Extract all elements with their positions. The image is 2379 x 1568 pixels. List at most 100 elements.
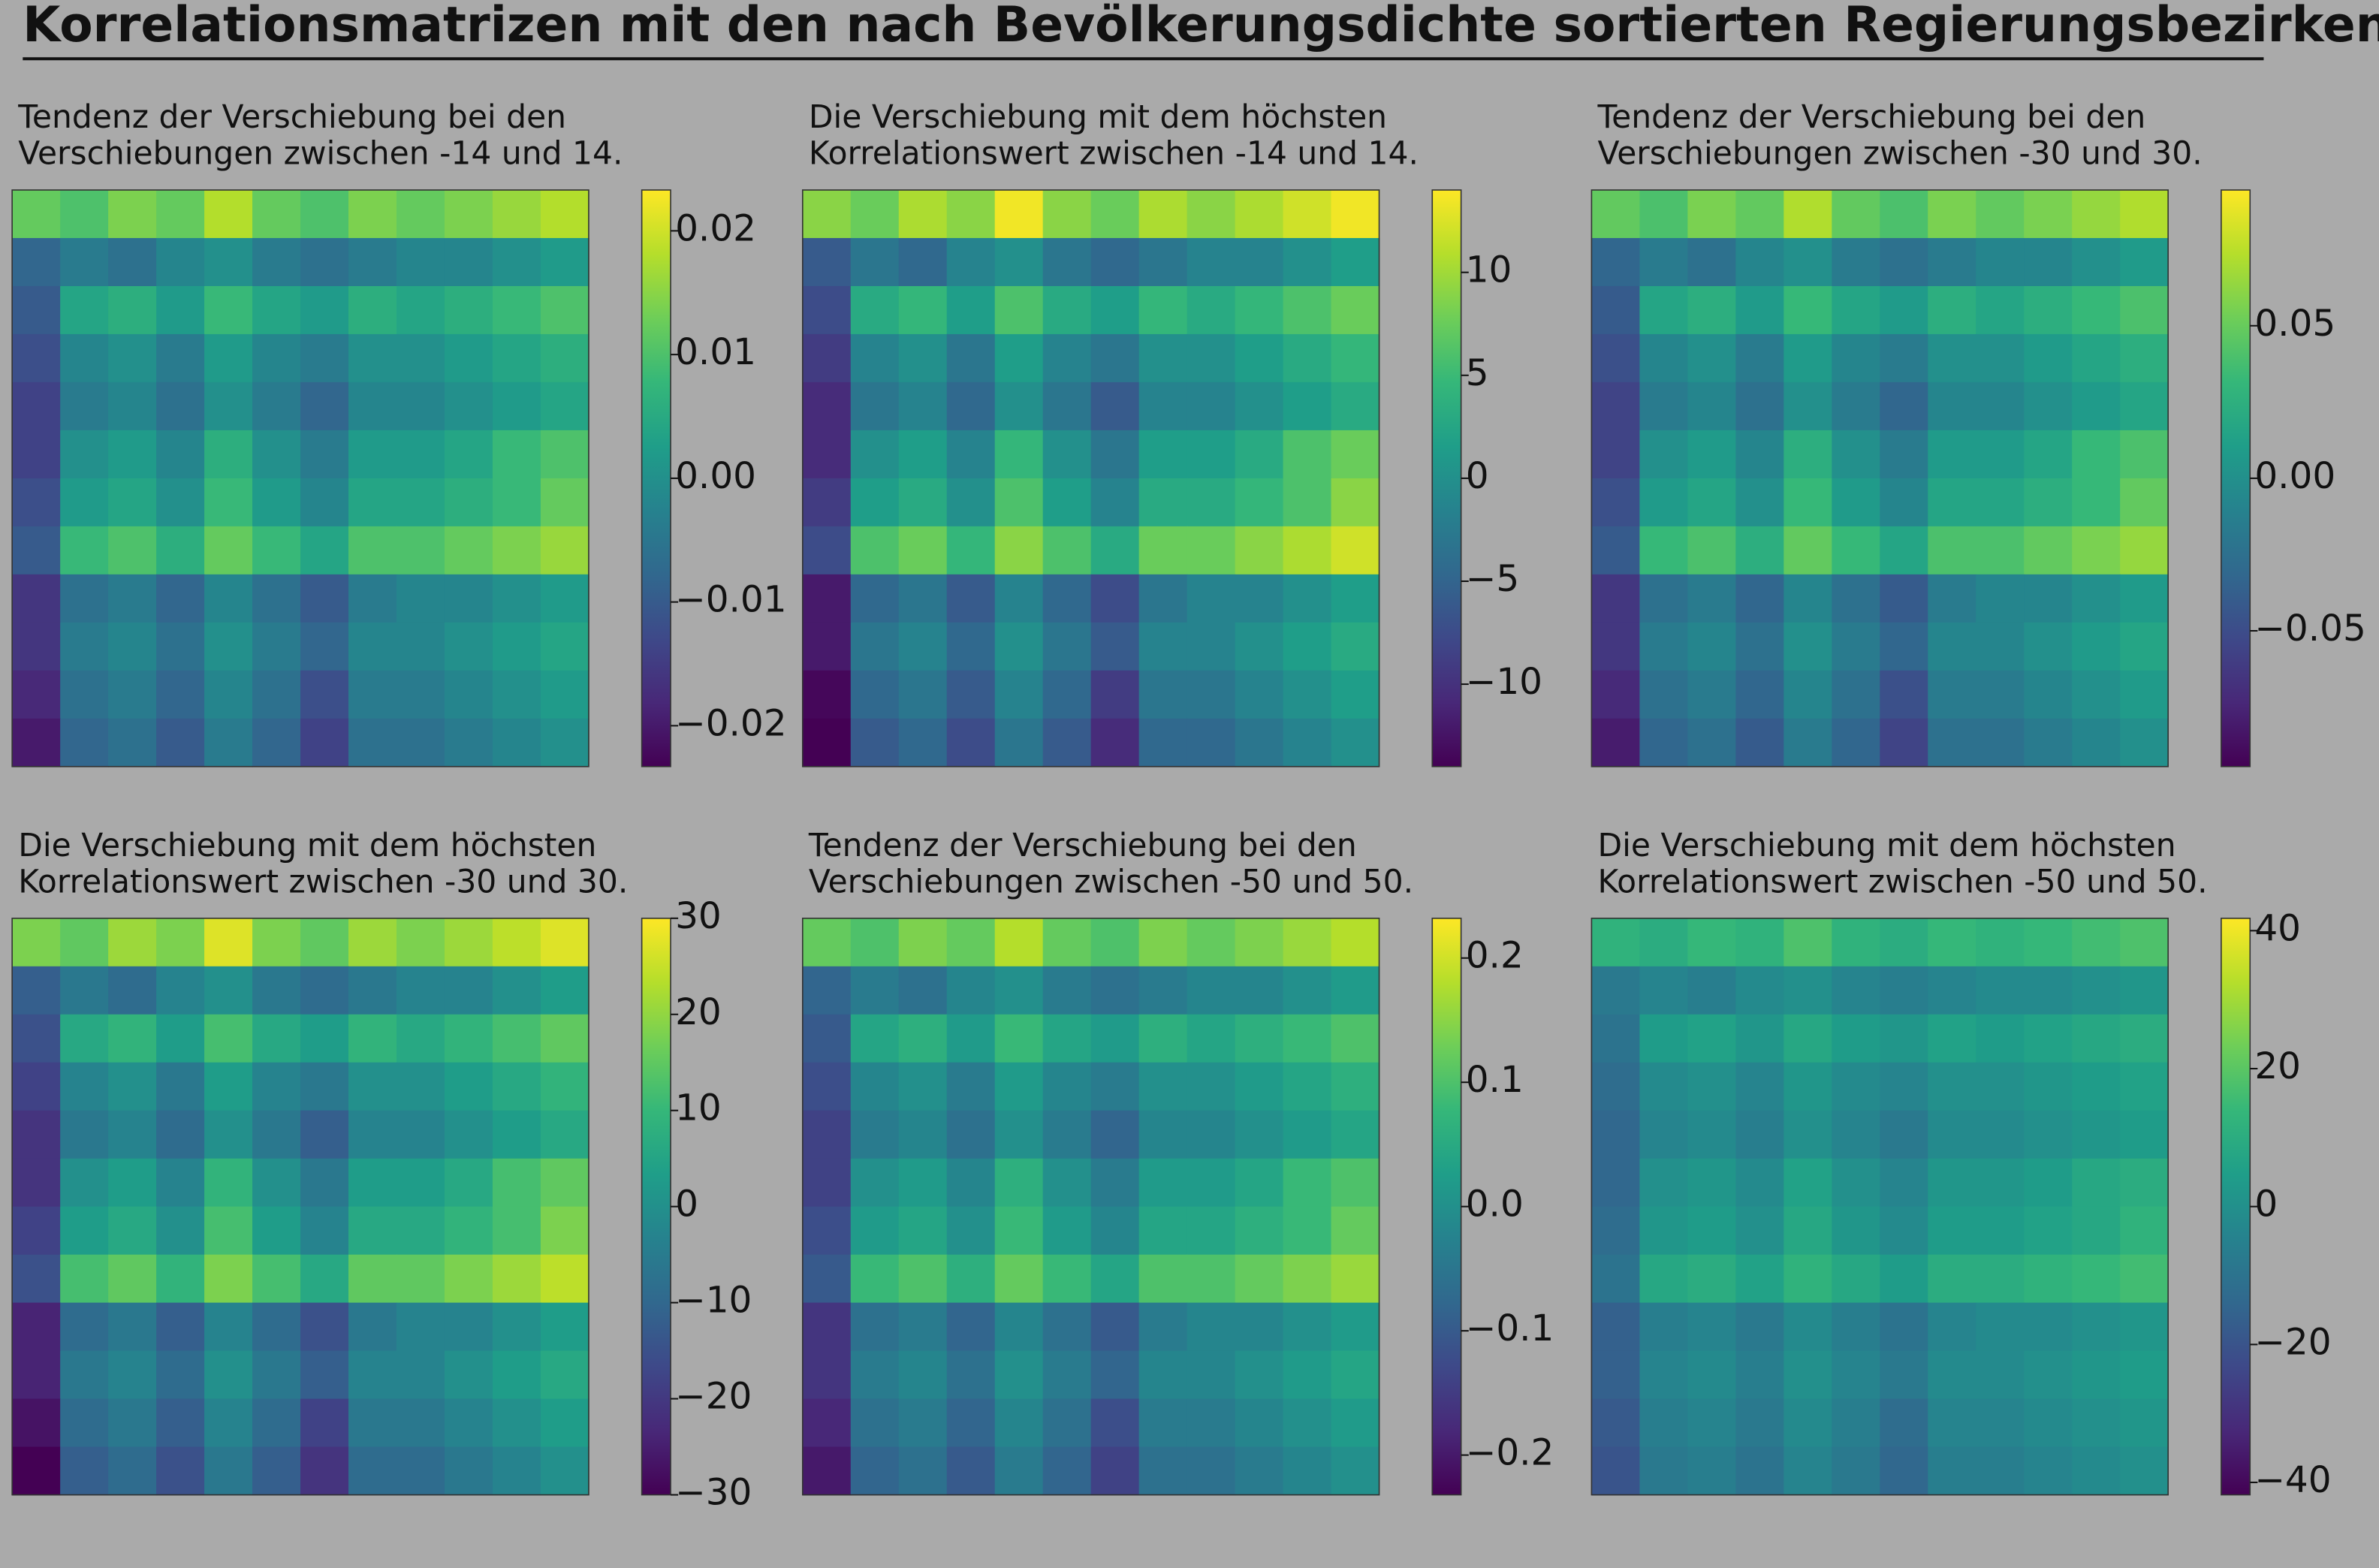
heatmap-cell: [1138, 966, 1188, 1015]
heatmap-cell: [1090, 285, 1140, 335]
heatmap-cell: [108, 1206, 157, 1256]
heatmap-cell: [396, 918, 445, 967]
heatmap-cell: [1880, 574, 1929, 623]
heatmap-cell: [1042, 1062, 1092, 1111]
heatmap-cell: [1687, 574, 1737, 623]
heatmap-cell: [850, 1350, 900, 1400]
heatmap-cell: [1090, 190, 1140, 239]
heatmap-cell: [1880, 333, 1929, 383]
heatmap-cell: [60, 718, 109, 767]
heatmap-cell: [1687, 966, 1737, 1015]
heatmap-cell: [1687, 1350, 1737, 1400]
heatmap-cell: [156, 1158, 205, 1208]
subplot-title: Tendenz der Verschiebung bei den: [1597, 99, 2145, 136]
heatmap-cell: [1042, 918, 1092, 967]
heatmap-cell: [1090, 966, 1140, 1015]
heatmap-cell: [802, 670, 852, 719]
heatmap-cell: [850, 430, 900, 479]
heatmap-cell: [1928, 190, 1977, 239]
heatmap-cell: [1186, 918, 1236, 967]
heatmap-cell: [396, 1014, 445, 1063]
heatmap-cell: [1639, 1446, 1689, 1496]
heatmap-cell: [60, 574, 109, 623]
heatmap-cell: [60, 670, 109, 719]
heatmap-cell: [252, 381, 301, 431]
heatmap-cell: [1687, 1062, 1737, 1111]
heatmap-cell: [994, 1350, 1044, 1400]
heatmap-cell: [2120, 966, 2169, 1015]
heatmap-cell: [1783, 574, 1833, 623]
heatmap-cell: [1283, 190, 1332, 239]
heatmap-cell: [1783, 526, 1833, 575]
heatmap-cell: [1591, 430, 1641, 479]
heatmap-cell: [1976, 285, 2025, 335]
heatmap-cell: [802, 430, 852, 479]
heatmap-cell: [1735, 1446, 1785, 1496]
heatmap-cell: [1976, 478, 2025, 527]
colorbar-tick-label: −20: [675, 1376, 752, 1418]
colorbar: [1431, 189, 1462, 767]
heatmap-cell: [994, 574, 1044, 623]
heatmap-cell: [2072, 381, 2121, 431]
heatmap-cell: [946, 622, 996, 671]
heatmap-cell: [492, 1158, 541, 1208]
heatmap-cell: [1090, 1062, 1140, 1111]
heatmap-cell: [204, 478, 253, 527]
subplot-title: Verschiebungen zwischen -50 und 50.: [809, 864, 1413, 900]
heatmap-cell: [348, 1398, 397, 1448]
heatmap-cell: [204, 574, 253, 623]
heatmap-cell: [1639, 237, 1689, 287]
subplot-title: Korrelationswert zwischen -30 und 30.: [18, 864, 628, 900]
heatmap-cell: [1880, 1110, 1929, 1159]
heatmap-cell: [1976, 1254, 2025, 1304]
heatmap-cell: [802, 478, 852, 527]
heatmap-cell: [850, 1446, 900, 1496]
heatmap-cell: [2120, 237, 2169, 287]
heatmap-cell: [1138, 1062, 1188, 1111]
heatmap-cell: [1735, 190, 1785, 239]
heatmap-cell: [1735, 526, 1785, 575]
heatmap-cell: [1832, 430, 1881, 479]
heatmap-cell: [1639, 1398, 1689, 1448]
heatmap-cell: [1928, 237, 1977, 287]
heatmap-cell: [946, 1446, 996, 1496]
heatmap-cell: [1331, 718, 1380, 767]
heatmap-cell: [540, 1398, 589, 1448]
heatmap-cell: [2120, 478, 2169, 527]
heatmap-cell: [108, 190, 157, 239]
heatmap-cell: [12, 1302, 61, 1352]
heatmap-cell: [1138, 1302, 1188, 1352]
heatmap: [12, 918, 589, 1496]
heatmap-cell: [492, 718, 541, 767]
heatmap-cell: [540, 526, 589, 575]
heatmap-cell: [396, 966, 445, 1015]
heatmap-cell: [60, 1302, 109, 1352]
heatmap-cell: [2072, 1398, 2121, 1448]
colorbar-tick-label: −5: [1466, 558, 1519, 600]
heatmap-cell: [60, 1206, 109, 1256]
heatmap-cell: [492, 1350, 541, 1400]
heatmap-cell: [1928, 670, 1977, 719]
heatmap-cell: [946, 526, 996, 575]
heatmap-cell: [1331, 237, 1380, 287]
heatmap-cell: [156, 718, 205, 767]
heatmap-cell: [994, 1254, 1044, 1304]
heatmap-cell: [1186, 574, 1236, 623]
heatmap-cell: [12, 622, 61, 671]
heatmap-cell: [850, 1302, 900, 1352]
heatmap-cell: [204, 190, 253, 239]
heatmap-cell: [300, 574, 349, 623]
heatmap-cell: [1235, 574, 1284, 623]
heatmap-cell: [1090, 918, 1140, 967]
heatmap-cell: [1186, 478, 1236, 527]
heatmap-cell: [850, 1254, 900, 1304]
heatmap-cell: [12, 381, 61, 431]
heatmap-cell: [1090, 1350, 1140, 1400]
heatmap-cell: [348, 574, 397, 623]
heatmap-cell: [1591, 966, 1641, 1015]
heatmap-cell: [252, 285, 301, 335]
heatmap-cell: [300, 1014, 349, 1063]
heatmap-cell: [156, 1254, 205, 1304]
heatmap-cell: [1283, 1158, 1332, 1208]
heatmap-cell: [1591, 918, 1641, 967]
